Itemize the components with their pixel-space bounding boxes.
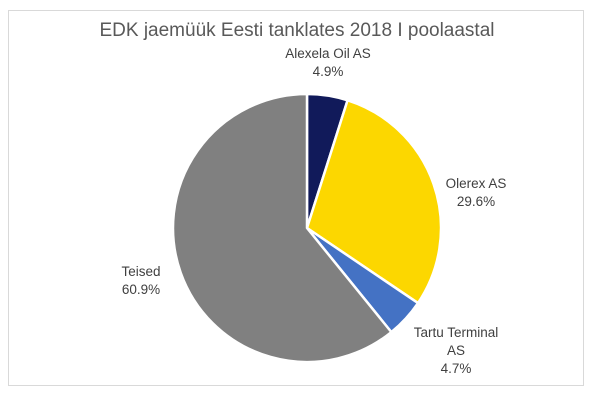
data-label-name: Tartu Terminal	[414, 325, 499, 340]
pie-slice-olerex-as	[305, 99, 443, 305]
chart-title: EDK jaemüük Eesti tanklates 2018 I poola…	[99, 20, 495, 41]
data-label-value: 4.9%	[313, 64, 344, 79]
data-label-olerex-as: Olerex AS 29.6%	[446, 176, 507, 209]
data-label-value: 60.9%	[122, 282, 160, 297]
data-label-value: 29.6%	[457, 194, 495, 209]
data-label-name: Alexela Oil AS	[285, 46, 371, 61]
data-label-name: AS	[447, 343, 465, 358]
data-label-teised: Teised 60.9%	[121, 264, 160, 297]
data-label-name: Teised	[121, 264, 160, 279]
pie-slice-teised	[171, 92, 393, 364]
data-label-name: Olerex AS	[446, 176, 507, 191]
data-label-value: 4.7%	[441, 361, 472, 376]
data-label-tartu-terminal-as: Tartu Terminal AS 4.7%	[414, 325, 499, 376]
data-label-alexela-oil-as: Alexela Oil AS 4.9%	[285, 46, 371, 79]
